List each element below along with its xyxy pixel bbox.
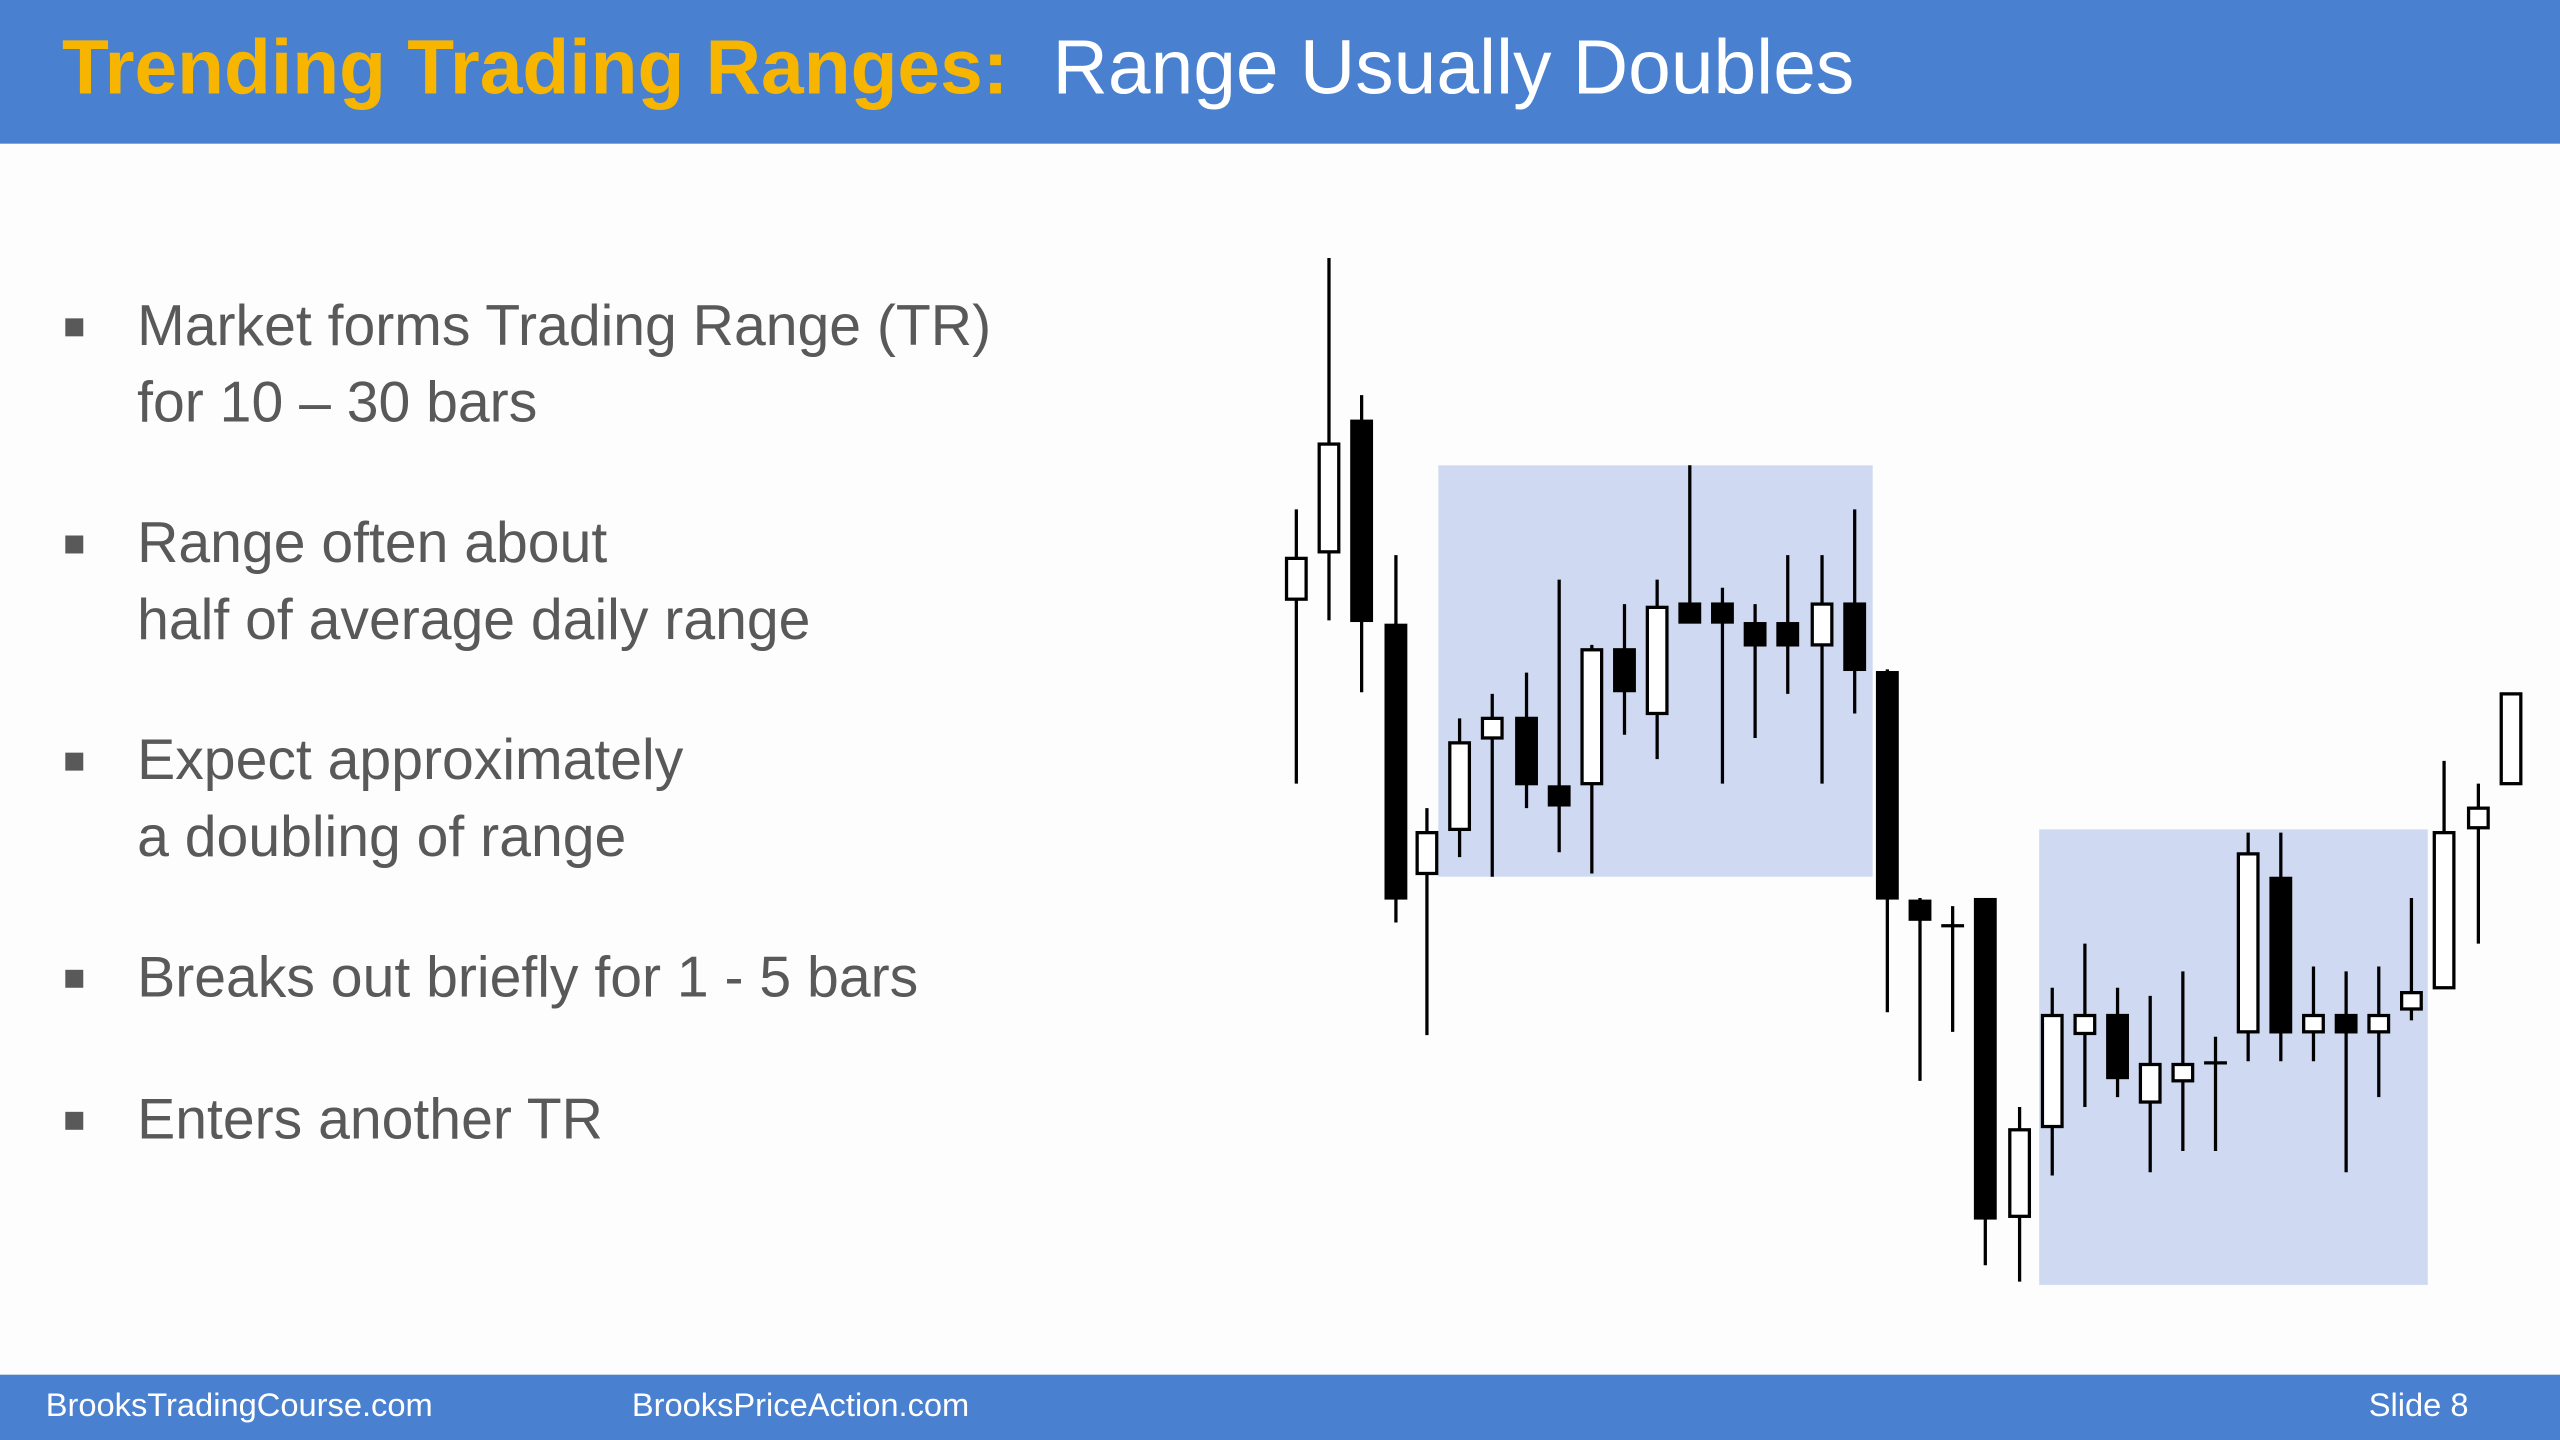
candle-body [2302, 1013, 2325, 1034]
header-bar [0, 0, 2560, 144]
candle-body [1908, 899, 1932, 921]
bullet [65, 1111, 84, 1130]
candle-body [2073, 1013, 2097, 1036]
footer-left: BrooksTradingCourse.com [46, 1386, 433, 1423]
candle-body [1415, 831, 1439, 876]
candle-body [1613, 648, 1636, 693]
title-sub: Range Usually Doubles [1053, 26, 1855, 111]
candle-body [1776, 622, 1800, 647]
candle-body [1711, 602, 1734, 624]
candle-body [2269, 876, 2293, 1034]
candle-body [1973, 897, 1997, 1220]
bullet-list: Market forms Trading Range (TR) for 10 –… [65, 294, 991, 1151]
bullet-text: Expect approximately [137, 728, 684, 792]
candle-body [1317, 442, 1341, 554]
candle-body [2008, 1128, 2032, 1218]
candle-body [1448, 741, 1472, 832]
candles [1284, 257, 2523, 1282]
footer-center: BrooksPriceAction.com [632, 1386, 969, 1423]
title-main: Trending Trading Ranges: [62, 26, 1008, 111]
candle-body [1875, 671, 1899, 900]
bullet-text: for 10 – 30 bars [137, 371, 537, 435]
slide-number: Slide 8 [2369, 1386, 2469, 1423]
candle-body [2334, 1013, 2358, 1034]
candle-body [1678, 602, 1702, 624]
candle-body [1547, 785, 1571, 807]
candlestick-illustration [1284, 257, 2523, 1285]
candle-body [1810, 602, 1834, 647]
candle-body [1284, 556, 1308, 601]
candle-body [1515, 716, 1538, 786]
bullet [65, 969, 84, 988]
bullet-text: Breaks out briefly for 1 - 5 bars [137, 945, 918, 1009]
candle-body [1350, 419, 1374, 623]
candle-body [2400, 991, 2423, 1011]
bullet-text: half of average daily range [137, 588, 810, 652]
range-box [2039, 829, 2428, 1285]
candle-body [1843, 602, 1867, 672]
candle-body [1384, 623, 1408, 900]
candle-body [2432, 831, 2456, 990]
footer-bar [0, 1374, 2560, 1440]
candle-body [1480, 716, 1504, 740]
candle-body [2367, 1013, 2391, 1034]
candle-body [2499, 692, 2523, 786]
bullet-text: Market forms Trading Range (TR) [137, 294, 991, 358]
bullet [65, 535, 84, 554]
candle-body [2236, 852, 2260, 1034]
candle-body [2106, 1013, 2129, 1080]
candle-body [2138, 1062, 2162, 1104]
candle-body [1743, 622, 1767, 647]
candle-body [1645, 605, 1669, 716]
bullet-text: a doubling of range [137, 805, 626, 869]
bullet-text: Range often about [137, 511, 607, 575]
bullet [65, 752, 84, 771]
candle-body [1580, 648, 1604, 786]
title: Trending Trading Ranges: Range Usually D… [62, 26, 1854, 111]
bullet-text: Enters another TR [137, 1087, 603, 1151]
candle-body [2040, 1013, 2064, 1129]
candle-body [2466, 806, 2490, 830]
bullet [65, 318, 84, 337]
candle-body [2171, 1062, 2195, 1083]
